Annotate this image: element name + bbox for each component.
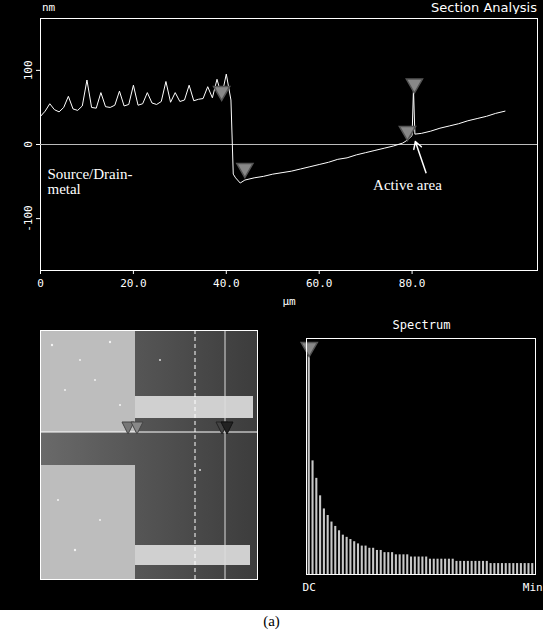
svg-text:80.0: 80.0 [399, 277, 426, 290]
html-text:Section Analysis: Section Analysis [431, 0, 537, 15]
svg-text:100: 100 [22, 60, 35, 80]
svg-text:µm: µm [282, 295, 296, 308]
svg-text:0: 0 [22, 141, 35, 148]
svg-text:20.0: 20.0 [120, 277, 147, 290]
svg-text:-100: -100 [22, 205, 35, 232]
html-text:Spectrum: Spectrum [392, 318, 451, 332]
svg-text:60.0: 60.0 [306, 277, 333, 290]
svg-text:Active area: Active area [373, 177, 442, 193]
svg-text:Min: Min [523, 581, 543, 594]
html-text:(a): (a) [263, 613, 280, 629]
svg-text:0: 0 [37, 277, 44, 290]
svg-text:40.0: 40.0 [213, 277, 240, 290]
html-text:nm: nm [42, 1, 56, 14]
svg-text:DC: DC [303, 581, 316, 594]
svg-text:Source/Drain-metal: Source/Drain-metal [47, 166, 132, 198]
